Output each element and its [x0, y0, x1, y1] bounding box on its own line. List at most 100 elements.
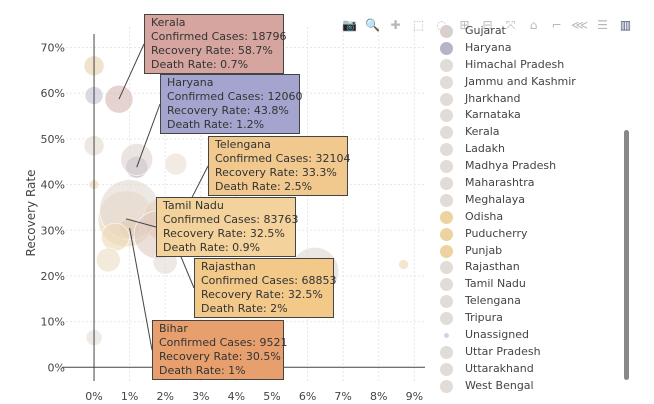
y-tick-label: 10% [41, 316, 65, 329]
legend-swatch [440, 210, 453, 224]
camera-icon[interactable]: 📷 [342, 18, 357, 32]
zoom-out-icon[interactable]: ⊟ [482, 18, 493, 32]
tooltip-line: Tamil Nadu [163, 199, 224, 212]
legend-item[interactable]: Unassigned [440, 327, 620, 344]
x-tick-label: 0% [85, 390, 102, 403]
tooltip-line: Recovery Rate: 30.5% [159, 350, 281, 363]
pan-icon[interactable]: ✚ [390, 18, 401, 32]
legend-item[interactable]: Telengana [440, 293, 620, 310]
hover-compare-icon[interactable]: ☰ [597, 18, 608, 32]
legend-item[interactable]: Madhya Pradesh [440, 158, 620, 175]
legend-label: Uttarakhand [465, 361, 534, 375]
bubble-marker[interactable] [120, 143, 154, 176]
tooltip-haryana: Haryana Confirmed Cases: 12060 Recovery Ra… [160, 74, 303, 134]
legend-swatch [440, 160, 453, 174]
legend-item[interactable]: Tamil Nadu [440, 276, 620, 293]
legend-swatch [440, 345, 453, 359]
legend-label: Tripura [465, 311, 503, 325]
tooltip-connector [129, 227, 153, 351]
bubble-marker[interactable] [398, 259, 409, 270]
tooltip-line: Bihar [159, 322, 188, 335]
legend-item[interactable]: Odisha [440, 209, 620, 226]
tooltip-line: Confirmed Cases: 83763 [163, 213, 299, 226]
legend-swatch [440, 143, 453, 157]
legend-swatch [440, 92, 453, 106]
legend-swatch [440, 261, 453, 275]
plotly-logo-icon[interactable]: ▥ [619, 18, 632, 32]
legend-swatch [440, 25, 453, 38]
autoscale-icon[interactable]: ⤧ [505, 17, 516, 32]
legend-swatch [440, 109, 453, 123]
zoom-in-icon[interactable]: ⊞ [459, 18, 470, 32]
legend-item[interactable]: Jharkhand [440, 91, 620, 108]
legend-item[interactable]: Tripura [440, 310, 620, 327]
legend-item[interactable]: Himachal Pradesh [440, 57, 620, 74]
x-tick-label: 5% [263, 390, 280, 403]
spike-lines-icon[interactable]: ⌐ [551, 18, 562, 32]
tooltip-bihar: Bihar Confirmed Cases: 9521 Recovery Rate:… [152, 320, 288, 380]
reset-axes-icon[interactable]: ⌂ [529, 18, 538, 32]
legend-item[interactable]: Uttar Pradesh [440, 344, 620, 361]
modebar: 📷 🔍 ✚ ⬚ ◌ ⊞ ⊟ ⤧ ⌂ ⌐ ⋘ ☰ ▥ [340, 16, 635, 34]
legend-label: Tamil Nadu [465, 277, 526, 291]
tooltip-line: Confirmed Cases: 9521 [159, 336, 288, 349]
legend-label: Unassigned [465, 328, 529, 342]
tooltip-line: Rajasthan [201, 260, 256, 273]
x-tick-label: 7% [334, 390, 351, 403]
legend-swatch [440, 227, 453, 241]
bubble-marker[interactable] [95, 247, 121, 273]
zoom-icon[interactable]: 🔍 [365, 18, 380, 32]
legend-swatch [440, 193, 453, 207]
legend-item[interactable]: Haryana [440, 40, 620, 57]
legend-swatch [440, 75, 453, 89]
legend-swatch [440, 244, 453, 258]
legend-item[interactable]: Puducherry [440, 226, 620, 243]
tooltip-line: Death Rate: 2.5% [215, 180, 313, 193]
x-tick-label: 9% [406, 390, 423, 403]
legend-label: Uttar Pradesh [465, 344, 541, 358]
hover-closest-icon[interactable]: ⋘ [570, 18, 589, 32]
tooltip-line: Confirmed Cases: 12060 [167, 90, 303, 103]
y-tick-label: 0% [48, 361, 65, 374]
bubble-marker[interactable] [164, 152, 188, 176]
legend-swatch [440, 312, 453, 326]
legend-label: Meghalaya [465, 192, 526, 206]
legend-item[interactable]: Ladakh [440, 141, 620, 158]
legend-label: Punjab [465, 243, 503, 257]
legend-swatch [440, 177, 453, 191]
legend-item[interactable]: Karnataka [440, 107, 620, 124]
bubble-marker[interactable] [101, 222, 130, 252]
box-select-icon[interactable]: ⬚ [412, 18, 425, 32]
legend-label: Haryana [465, 40, 512, 54]
legend-item[interactable]: West Bengal [440, 378, 620, 395]
legend-item[interactable]: Kerala [440, 124, 620, 141]
tooltip-line: Confirmed Cases: 18796 [151, 30, 287, 43]
tooltip-tamil-nadu: Tamil Nadu Confirmed Cases: 83763 Recovery… [156, 197, 299, 257]
legend-label: Jammu and Kashmir [465, 74, 576, 88]
legend-item[interactable]: Maharashtra [440, 175, 620, 192]
legend-item[interactable]: Jammu and Kashmir [440, 74, 620, 91]
legend-item[interactable]: Gujarat [440, 23, 620, 40]
legend-label: Karnataka [465, 108, 521, 122]
lasso-select-icon[interactable]: ◌ [436, 18, 447, 32]
legend-label: Rajasthan [465, 260, 520, 274]
x-tick-label: 6% [299, 390, 316, 403]
axes: 0% 10% 20% 30% 40% 50% 60% 70% 0% 1% 2% 3% 4% 5% 6% 7% 8… [41, 34, 425, 403]
legend-item[interactable]: Meghalaya [440, 192, 620, 209]
tooltip-line: Death Rate: 1% [159, 364, 246, 377]
legend-scrollbar[interactable] [624, 130, 629, 380]
legend-item[interactable]: Punjab [440, 243, 620, 260]
legend-swatch [440, 379, 453, 393]
y-axis-title: Recovery Rate [24, 170, 38, 257]
x-tick-label: 4% [228, 390, 245, 403]
tooltip-line: Recovery Rate: 32.5% [163, 227, 285, 240]
tooltip-line: Recovery Rate: 43.8% [167, 104, 289, 117]
x-tick-label: 2% [156, 390, 173, 403]
legend-item[interactable]: Rajasthan [440, 259, 620, 276]
legend-swatch [444, 333, 449, 339]
legend-item[interactable]: Uttarakhand [440, 361, 620, 378]
legend-label: West Bengal [465, 378, 534, 392]
tooltip-line: Telengana [215, 138, 271, 151]
legend-label: Maharashtra [465, 176, 535, 190]
tooltip-kerala: Kerala Confirmed Cases: 18796 Recovery Rat… [144, 14, 287, 74]
